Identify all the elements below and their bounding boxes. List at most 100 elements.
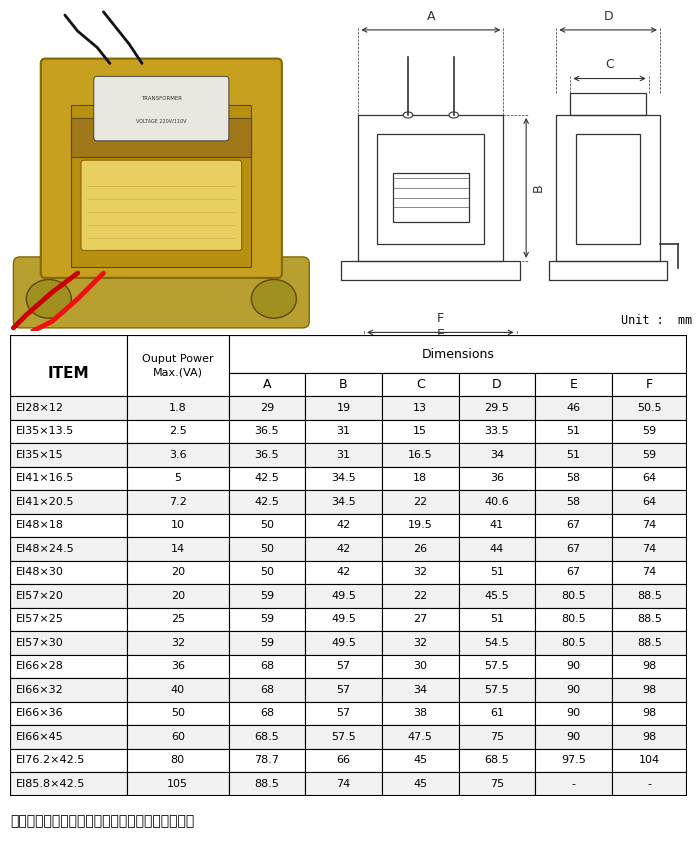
Bar (549, 261, 667, 280)
Bar (305, 702, 382, 725)
Ellipse shape (449, 112, 459, 118)
Bar (459, 654, 535, 678)
Text: 13: 13 (413, 402, 427, 413)
Text: 78.7: 78.7 (254, 755, 280, 765)
Text: 7.2: 7.2 (169, 497, 187, 507)
Bar (10, 748, 127, 772)
Bar (402, 353, 479, 363)
Bar (535, 607, 612, 631)
Bar (229, 443, 305, 467)
Bar (612, 584, 687, 607)
Bar (127, 538, 229, 561)
Bar (459, 538, 535, 561)
Bar (10, 467, 127, 490)
Bar (535, 702, 612, 725)
Bar (127, 467, 229, 490)
Text: EI35×15: EI35×15 (16, 450, 64, 460)
Bar (305, 561, 382, 584)
Text: EI85.8×42.5: EI85.8×42.5 (16, 779, 85, 789)
Text: 41: 41 (490, 520, 504, 531)
Text: EI57×30: EI57×30 (16, 638, 64, 648)
Text: 注：变压器的输出电压及功率均可按客户要求设计: 注：变压器的输出电压及功率均可按客户要求设计 (10, 814, 195, 828)
Bar (535, 467, 612, 490)
Bar (127, 420, 229, 443)
Ellipse shape (27, 280, 71, 318)
Bar (10, 538, 127, 561)
Bar (459, 607, 535, 631)
Text: 90: 90 (566, 709, 581, 718)
Bar (127, 654, 229, 678)
Bar (612, 420, 687, 443)
Bar (10, 490, 127, 513)
Bar (612, 513, 687, 538)
Text: 15: 15 (413, 427, 427, 436)
Text: 59: 59 (260, 591, 274, 601)
Bar (127, 335, 229, 396)
Text: 16.5: 16.5 (408, 450, 433, 460)
Text: 57.5: 57.5 (484, 685, 510, 695)
Bar (612, 702, 687, 725)
Text: 20: 20 (171, 591, 185, 601)
Text: 105: 105 (167, 779, 188, 789)
Text: 68: 68 (260, 685, 274, 695)
Text: EI76.2×42.5: EI76.2×42.5 (16, 755, 85, 765)
Text: 51: 51 (490, 614, 504, 624)
Text: 64: 64 (642, 497, 656, 507)
Text: 104: 104 (639, 755, 660, 765)
Bar (229, 467, 305, 490)
Text: 68: 68 (260, 661, 274, 672)
Text: E: E (570, 378, 577, 391)
Bar (229, 631, 305, 654)
Bar (305, 678, 382, 702)
Text: 57: 57 (336, 709, 351, 718)
Bar (305, 420, 382, 443)
Text: 31: 31 (336, 450, 350, 460)
Text: B: B (339, 378, 348, 391)
Text: 98: 98 (642, 661, 656, 672)
Bar (229, 513, 305, 538)
Text: 49.5: 49.5 (331, 638, 356, 648)
Bar (127, 631, 229, 654)
Text: F: F (437, 312, 444, 325)
Bar (305, 513, 382, 538)
Bar (535, 490, 612, 513)
Bar (229, 538, 305, 561)
Bar (229, 490, 305, 513)
Text: TRANSFORMER: TRANSFORMER (140, 96, 182, 101)
Text: 26: 26 (413, 544, 427, 554)
Bar (127, 490, 229, 513)
Text: 50: 50 (260, 520, 274, 531)
Text: 2.5: 2.5 (169, 427, 187, 436)
Text: 42: 42 (336, 568, 351, 577)
Text: -: - (572, 779, 575, 789)
Text: 68.5: 68.5 (254, 732, 279, 742)
Bar (459, 396, 535, 420)
Bar (570, 93, 646, 115)
Bar (127, 443, 229, 467)
Bar (612, 772, 687, 796)
Bar (229, 373, 305, 396)
Text: 3.6: 3.6 (169, 450, 187, 460)
Text: 29.5: 29.5 (484, 402, 510, 413)
Text: 74: 74 (642, 520, 656, 531)
Bar (535, 772, 612, 796)
Bar (305, 584, 382, 607)
Text: 51: 51 (567, 450, 581, 460)
Bar (535, 420, 612, 443)
Bar (383, 402, 498, 519)
Bar (612, 678, 687, 702)
Text: 60: 60 (171, 732, 185, 742)
Text: 34: 34 (490, 450, 504, 460)
Text: 88.5: 88.5 (637, 591, 662, 601)
Text: 22: 22 (413, 591, 427, 601)
Text: 50: 50 (260, 544, 274, 554)
Bar (459, 443, 535, 467)
Bar (535, 443, 612, 467)
Text: 58: 58 (566, 497, 581, 507)
Text: 61: 61 (490, 709, 504, 718)
Bar (612, 748, 687, 772)
Ellipse shape (252, 280, 296, 318)
Bar (305, 725, 382, 748)
Text: 49.5: 49.5 (331, 614, 356, 624)
Bar (459, 725, 535, 748)
